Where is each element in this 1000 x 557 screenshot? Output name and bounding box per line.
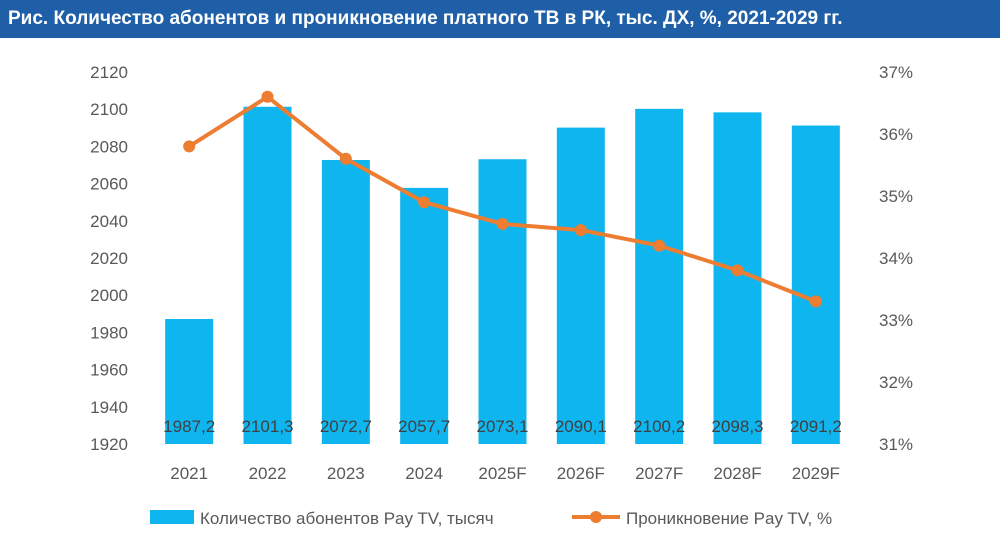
line-point-2021: [183, 140, 196, 153]
bar-value-label: 1987,2: [163, 417, 215, 436]
bar-2027F: [635, 108, 684, 444]
left-axis-tick-label: 2060: [90, 175, 128, 194]
line-series: [183, 90, 822, 308]
bar-value-label: 2098,3: [712, 417, 764, 436]
line-point-2024: [418, 196, 431, 209]
right-axis-ticks: 31% 32% 33% 34% 35% 36% 37%: [879, 63, 913, 454]
bar-2023: [321, 159, 370, 444]
line-point-2026F: [574, 224, 587, 237]
legend-bar-swatch: [150, 510, 194, 524]
bar-2025F: [478, 159, 527, 444]
left-axis-tick-label: 2020: [90, 249, 128, 268]
bar-value-label: 2091,2: [790, 417, 842, 436]
left-axis-tick-label: 1960: [90, 361, 128, 380]
legend: Количество абонентов Pay TV, тысяч Прони…: [150, 509, 832, 528]
legend-line-label: Проникновение Pay TV, %: [626, 509, 832, 528]
right-axis-tick-label: 36%: [879, 125, 913, 144]
x-axis-tick-label: 2029F: [792, 464, 840, 483]
left-axis-ticks: 1920 1940 1960 1980 2000 2020 2040 2060 2080 2100…: [90, 63, 128, 454]
bar-series: [165, 106, 840, 445]
bar-value-label: 2090,1: [555, 417, 607, 436]
right-axis-tick-label: 37%: [879, 63, 913, 82]
right-axis-tick-label: 34%: [879, 249, 913, 268]
bar-value-label: 2101,3: [242, 417, 294, 436]
bar-data-labels: 1987,2 2101,3 2072,7 2057,7 2073,1 2090,1 2100…: [163, 417, 842, 436]
bar-2029F: [791, 125, 840, 445]
bar-value-label: 2073,1: [477, 417, 529, 436]
right-axis-tick-label: 33%: [879, 311, 913, 330]
bar-2026F: [556, 127, 605, 444]
left-axis-tick-label: 2120: [90, 63, 128, 82]
x-axis-tick-label: 2022: [249, 464, 287, 483]
bar-value-label: 2072,7: [320, 417, 372, 436]
left-axis-tick-label: 2080: [90, 137, 128, 156]
line-point-2022: [261, 90, 274, 103]
legend-line-marker: [590, 511, 602, 523]
right-axis-tick-label: 31%: [879, 435, 913, 454]
line-point-2023: [339, 152, 352, 165]
bar-2021: [165, 319, 214, 444]
chart-title: Рис. Количество абонентов и проникновени…: [8, 8, 843, 29]
line-point-2025F: [496, 217, 509, 230]
left-axis-tick-label: 1920: [90, 435, 128, 454]
bar-value-label: 2100,2: [633, 417, 685, 436]
x-axis-tick-label: 2026F: [557, 464, 605, 483]
x-axis-tick-label: 2024: [405, 464, 443, 483]
left-axis-tick-label: 2000: [90, 286, 128, 305]
right-axis-tick-label: 35%: [879, 187, 913, 206]
bar-2024: [400, 187, 449, 445]
left-axis-tick-label: 2040: [90, 212, 128, 231]
title-bar: Рис. Количество абонентов и проникновени…: [0, 0, 1000, 38]
bar-value-label: 2057,7: [398, 417, 450, 436]
left-axis-tick-label: 1940: [90, 398, 128, 417]
x-axis-tick-label: 2025F: [478, 464, 526, 483]
x-axis-tick-label: 2027F: [635, 464, 683, 483]
legend-bar-label: Количество абонентов Pay TV, тысяч: [200, 509, 494, 528]
line-point-2027F: [653, 239, 666, 252]
left-axis-tick-label: 2100: [90, 100, 128, 119]
right-axis-tick-label: 32%: [879, 373, 913, 392]
bar-2022: [243, 106, 292, 445]
line-point-2029F: [809, 295, 822, 308]
line-point-2028F: [731, 264, 744, 277]
x-axis-ticks: 2021 2022 2023 2024 2025F 2026F 2027F 2028F 2029…: [170, 464, 840, 483]
x-axis-tick-label: 2023: [327, 464, 365, 483]
x-axis-tick-label: 2028F: [713, 464, 761, 483]
x-axis-tick-label: 2021: [170, 464, 208, 483]
left-axis-tick-label: 1980: [90, 323, 128, 342]
